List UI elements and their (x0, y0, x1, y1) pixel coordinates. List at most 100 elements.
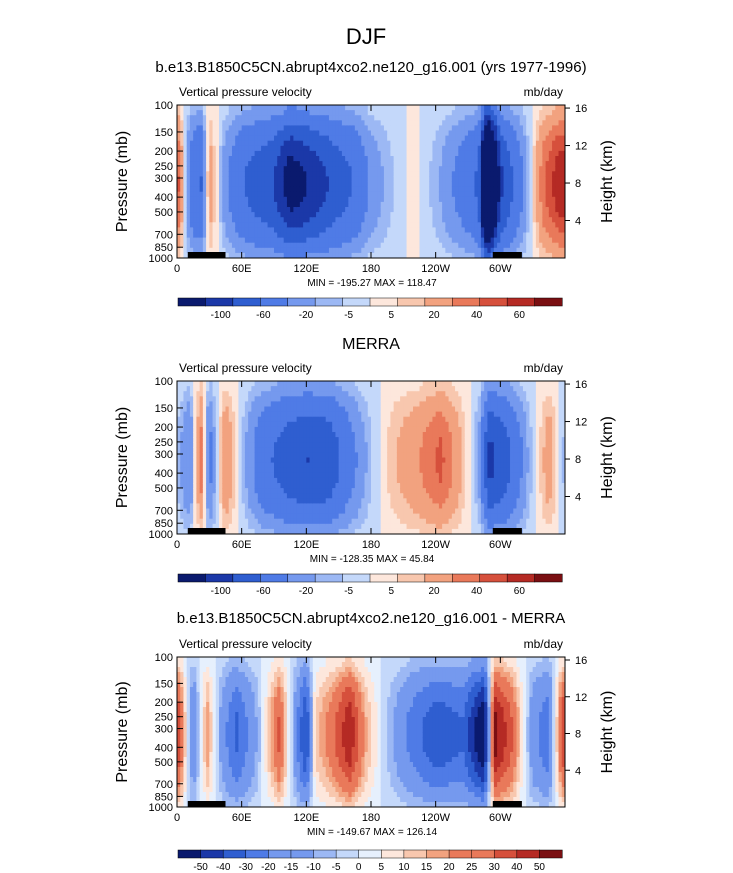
contour-cell (212, 217, 217, 223)
contour-cell (180, 432, 185, 438)
contour-cell (335, 135, 340, 142)
contour-cell (235, 232, 240, 239)
contour-cell (338, 222, 343, 228)
contour-cell (277, 140, 282, 147)
contour-cell (416, 145, 421, 152)
contour-cell (361, 252, 366, 258)
contour-cell (354, 252, 359, 258)
contour-cell (371, 145, 375, 152)
contour-cell (189, 467, 194, 474)
contour-cell (455, 130, 459, 137)
contour-cell (202, 227, 207, 234)
contour-cell (413, 171, 417, 177)
contour-cell (303, 416, 307, 423)
contour-cell (558, 120, 563, 126)
contour-cell (510, 196, 514, 203)
contour-cell (516, 212, 521, 218)
contour-cell (477, 166, 482, 172)
contour-cell (183, 442, 188, 448)
contour-cell (338, 150, 343, 157)
contour-cell (497, 227, 501, 234)
contour-cell (513, 125, 518, 132)
contour-cell (400, 156, 404, 162)
contour-cell (522, 232, 527, 239)
contour-cell (319, 115, 324, 121)
contour-cell (484, 156, 488, 162)
contour-cell (558, 105, 563, 111)
contour-cell (219, 212, 223, 218)
contour-cell (186, 171, 191, 177)
contour-cell (270, 467, 275, 474)
contour-cell (254, 523, 259, 530)
contour-cell (516, 186, 521, 193)
contour-cell (225, 477, 230, 484)
contour-cell (299, 201, 304, 208)
contour-cell (177, 508, 181, 515)
contour-cell (328, 115, 333, 121)
contour-cell (303, 518, 307, 525)
contour-cell (371, 176, 375, 183)
contour-cell (180, 386, 185, 392)
contour-cell (555, 242, 560, 249)
contour-cell (183, 416, 188, 423)
contour-cell (561, 191, 565, 198)
height-tick-label: 4 (575, 216, 581, 228)
contour-cell (513, 140, 518, 147)
contour-cell (228, 381, 233, 387)
contour-cell (215, 115, 220, 121)
contour-cell (400, 191, 404, 198)
contour-cell (387, 171, 391, 177)
contour-cell (244, 437, 249, 443)
contour-cell (484, 105, 488, 111)
contour-cell (257, 508, 262, 515)
contour-cell (189, 411, 194, 418)
contour-cell (225, 140, 230, 147)
contour-cell (358, 130, 362, 137)
contour-cell (286, 467, 291, 474)
contour-cell (316, 391, 320, 397)
contour-cell (425, 161, 430, 167)
contour-cell (526, 201, 531, 208)
contour-cell (231, 432, 236, 438)
contour-cell (500, 186, 505, 193)
contour-cell (393, 207, 398, 213)
contour-cell (244, 237, 249, 244)
contour-cell (390, 125, 395, 132)
contour-cell (513, 176, 518, 183)
contour-cell (448, 166, 453, 172)
contour-cell (186, 386, 191, 392)
contour-cell (377, 105, 382, 111)
contour-cell (490, 135, 495, 142)
contour-cell (215, 237, 220, 244)
contour-cell (477, 145, 482, 152)
contour-cell (202, 156, 207, 162)
contour-cell (186, 488, 191, 494)
contour-cell (529, 120, 534, 126)
contour-cell (306, 171, 311, 177)
contour-cell (445, 201, 450, 208)
contour-cell (199, 242, 204, 249)
contour-cell (264, 483, 269, 489)
contour-cell (425, 217, 430, 223)
contour-cell (484, 150, 488, 157)
contour-cell (241, 186, 246, 193)
contour-cell (419, 105, 424, 111)
contour-cell (497, 222, 501, 228)
contour-cell (264, 452, 269, 459)
contour-cell (238, 432, 243, 438)
contour-cell (219, 472, 223, 479)
contour-cell (267, 452, 272, 459)
contour-cell (506, 161, 511, 167)
contour-cell (215, 488, 220, 494)
contour-cell (212, 110, 217, 116)
contour-cell (202, 212, 207, 218)
contour-cell (322, 247, 327, 254)
contour-cell (548, 212, 553, 218)
contour-cell (510, 125, 514, 132)
contour-cell (513, 207, 518, 213)
contour-cell (193, 442, 197, 448)
contour-cell (293, 447, 298, 453)
contour-cell (539, 176, 543, 183)
contour-cell (202, 186, 207, 193)
contour-cell (183, 217, 188, 223)
